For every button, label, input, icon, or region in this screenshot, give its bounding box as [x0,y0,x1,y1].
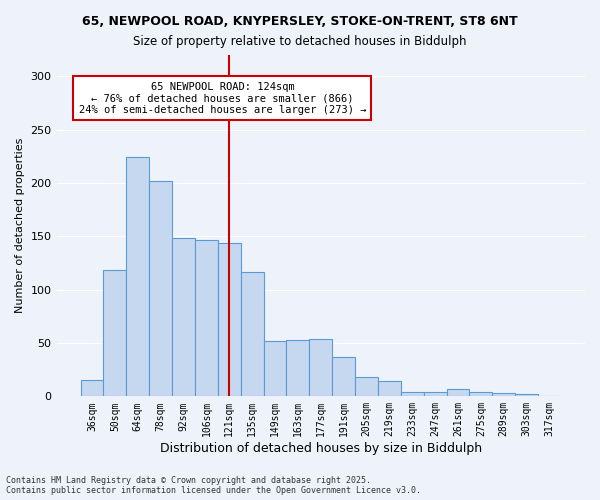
Text: Size of property relative to detached houses in Biddulph: Size of property relative to detached ho… [133,35,467,48]
Bar [310,338,332,396]
Bar [127,158,149,396]
Bar [286,340,310,396]
Bar [493,393,515,396]
Bar [80,380,103,396]
Text: Contains HM Land Registry data © Crown copyright and database right 2025.
Contai: Contains HM Land Registry data © Crown c… [6,476,421,495]
Bar [172,238,195,396]
Bar [515,394,538,396]
Y-axis label: Number of detached properties: Number of detached properties [15,138,25,314]
Bar [469,392,493,396]
Bar [378,382,401,396]
Text: 65, NEWPOOL ROAD, KNYPERSLEY, STOKE-ON-TRENT, ST8 6NT: 65, NEWPOOL ROAD, KNYPERSLEY, STOKE-ON-T… [82,15,518,28]
Bar [332,357,355,397]
X-axis label: Distribution of detached houses by size in Biddulph: Distribution of detached houses by size … [160,442,482,455]
Bar [195,240,218,396]
Bar [103,270,127,396]
Bar [355,377,378,396]
Bar [263,341,286,396]
Text: 65 NEWPOOL ROAD: 124sqm
← 76% of detached houses are smaller (866)
24% of semi-d: 65 NEWPOOL ROAD: 124sqm ← 76% of detache… [79,82,366,115]
Bar [401,392,424,396]
Bar [218,242,241,396]
Bar [446,389,469,396]
Bar [149,181,172,396]
Bar [424,392,446,396]
Bar [241,272,263,396]
